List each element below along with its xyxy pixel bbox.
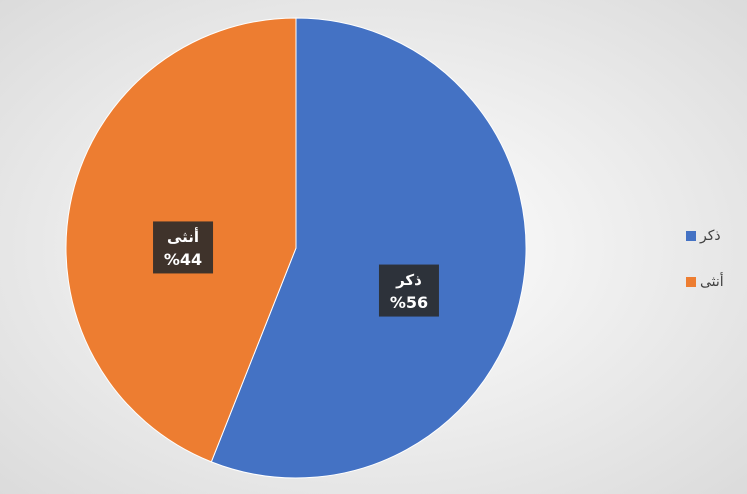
data-label: أنثى %44 (153, 221, 214, 274)
pie-slice (210, 17, 527, 479)
data-label-category: ذكر (395, 271, 422, 289)
legend-label: أنثى (700, 272, 724, 290)
legend-entry: أنثى (686, 272, 724, 290)
legend-entry: ذكر (686, 228, 721, 244)
legend-swatch (686, 231, 696, 241)
data-label-category: أنثى (167, 227, 199, 246)
data-label-box (378, 264, 439, 317)
legend-label: ذكر (699, 228, 721, 244)
legend-swatch (686, 277, 696, 287)
data-label-value: %56 (390, 293, 428, 312)
data-label: ذكر %56 (378, 264, 439, 317)
data-label-box (153, 221, 214, 274)
data-label-value: %44 (164, 250, 202, 269)
